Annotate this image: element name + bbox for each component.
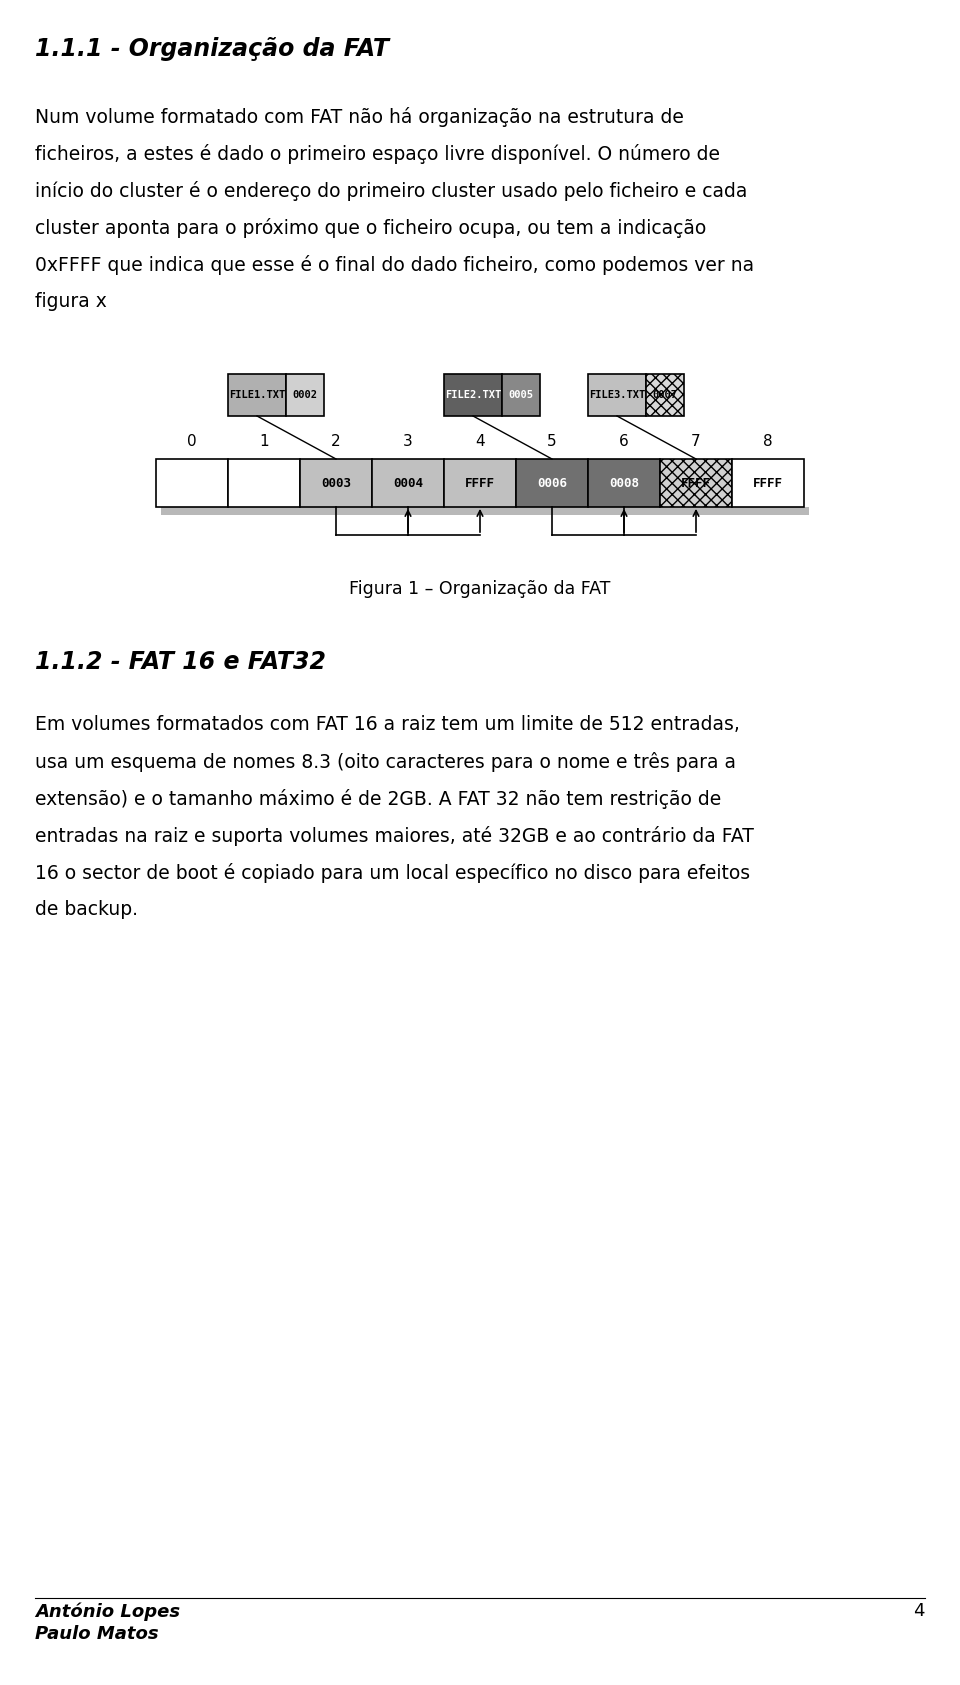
Text: cluster aponta para o próximo que o ficheiro ocupa, ou tem a indicação: cluster aponta para o próximo que o fich… bbox=[35, 217, 707, 238]
Text: 4: 4 bbox=[914, 1602, 925, 1619]
Text: 8: 8 bbox=[763, 433, 773, 448]
Bar bbox=[588, 374, 646, 416]
Text: 0007: 0007 bbox=[653, 389, 678, 399]
Bar bbox=[646, 374, 684, 416]
Text: 0003: 0003 bbox=[321, 477, 351, 490]
Text: usa um esquema de nomes 8.3 (oito caracteres para o nome e três para a: usa um esquema de nomes 8.3 (oito caract… bbox=[35, 752, 736, 772]
Text: de backup.: de backup. bbox=[35, 900, 138, 918]
Bar bbox=[444, 374, 502, 416]
Text: 4: 4 bbox=[475, 433, 485, 448]
Text: 0002: 0002 bbox=[293, 389, 318, 399]
Bar bbox=[228, 374, 286, 416]
Text: 0: 0 bbox=[187, 433, 197, 448]
Bar bbox=[502, 374, 540, 416]
Bar bbox=[161, 507, 809, 516]
Text: extensão) e o tamanho máximo é de 2GB. A FAT 32 não tem restrição de: extensão) e o tamanho máximo é de 2GB. A… bbox=[35, 789, 721, 809]
Text: Paulo Matos: Paulo Matos bbox=[35, 1624, 158, 1643]
Text: António Lopes: António Lopes bbox=[35, 1602, 180, 1621]
Text: Em volumes formatados com FAT 16 a raiz tem um limite de 512 entradas,: Em volumes formatados com FAT 16 a raiz … bbox=[35, 714, 740, 735]
Text: FILE1.TXT: FILE1.TXT bbox=[228, 389, 285, 399]
Bar bbox=[156, 458, 228, 507]
Text: figura x: figura x bbox=[35, 292, 107, 312]
Text: entradas na raiz e suporta volumes maiores, até 32GB e ao contrário da FAT: entradas na raiz e suporta volumes maior… bbox=[35, 826, 754, 846]
Text: 1.1.2 - FAT 16 e FAT32: 1.1.2 - FAT 16 e FAT32 bbox=[35, 650, 326, 674]
Bar bbox=[444, 458, 516, 507]
Text: 0xFFFF que indica que esse é o final do dado ficheiro, como podemos ver na: 0xFFFF que indica que esse é o final do … bbox=[35, 254, 755, 275]
Text: 6: 6 bbox=[619, 433, 629, 448]
Text: 16 o sector de boot é copiado para um local específico no disco para efeitos: 16 o sector de boot é copiado para um lo… bbox=[35, 863, 750, 883]
Bar bbox=[286, 374, 324, 416]
Text: 0008: 0008 bbox=[609, 477, 639, 490]
Text: 1.1.1 - Organização da FAT: 1.1.1 - Organização da FAT bbox=[35, 37, 389, 61]
Text: ficheiros, a estes é dado o primeiro espaço livre disponível. O número de: ficheiros, a estes é dado o primeiro esp… bbox=[35, 143, 720, 163]
Bar bbox=[300, 458, 372, 507]
Text: 2: 2 bbox=[331, 433, 341, 448]
Text: Figura 1 – Organização da FAT: Figura 1 – Organização da FAT bbox=[349, 580, 611, 598]
Bar bbox=[228, 458, 300, 507]
Text: FILE3.TXT: FILE3.TXT bbox=[588, 389, 645, 399]
Bar bbox=[660, 458, 732, 507]
Text: 1: 1 bbox=[259, 433, 269, 448]
Text: FILE2.TXT: FILE2.TXT bbox=[444, 389, 501, 399]
Bar bbox=[588, 458, 660, 507]
Text: 0005: 0005 bbox=[509, 389, 534, 399]
Text: 5: 5 bbox=[547, 433, 557, 448]
Text: 0006: 0006 bbox=[537, 477, 567, 490]
Bar bbox=[372, 458, 444, 507]
Text: 0004: 0004 bbox=[393, 477, 423, 490]
Bar bbox=[516, 458, 588, 507]
Text: FFFF: FFFF bbox=[465, 477, 495, 490]
Text: FFFF: FFFF bbox=[681, 477, 711, 490]
Text: 3: 3 bbox=[403, 433, 413, 448]
Text: FFFF: FFFF bbox=[753, 477, 783, 490]
Text: início do cluster é o endereço do primeiro cluster usado pelo ficheiro e cada: início do cluster é o endereço do primei… bbox=[35, 180, 748, 201]
Text: 7: 7 bbox=[691, 433, 701, 448]
Text: Num volume formatado com FAT não há organização na estrutura de: Num volume formatado com FAT não há orga… bbox=[35, 108, 684, 126]
Bar bbox=[732, 458, 804, 507]
